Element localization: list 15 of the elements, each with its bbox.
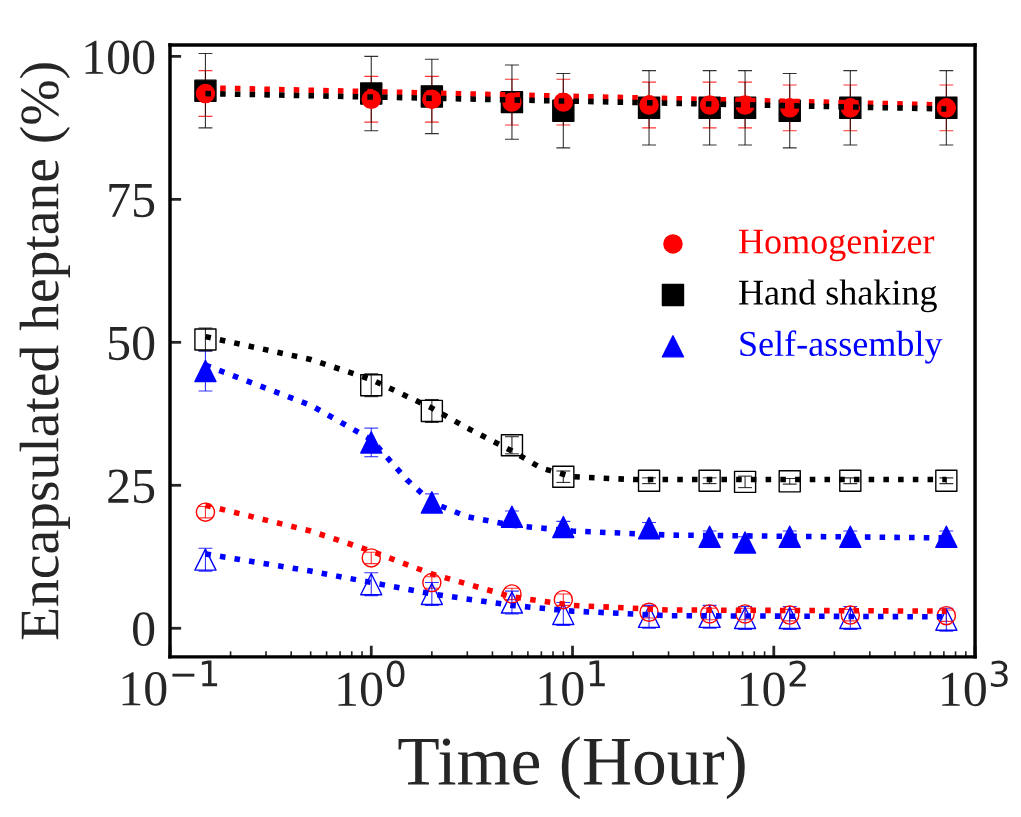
- y-tick-label: 75: [109, 183, 155, 218]
- x-tick-label: 10$^{3}$: [942, 660, 1008, 707]
- y-tick-label: 50: [109, 326, 155, 361]
- y-axis-title: Encapsulated heptane (%): [19, 63, 70, 640]
- x-tick-label: 10$^{−1}$: [122, 660, 218, 706]
- x-axis-title: Time (Hour): [398, 736, 745, 800]
- x-tick-label: 10$^{0}$: [338, 660, 405, 707]
- x-tick-label: 10$^{2}$: [740, 660, 806, 707]
- legend-label: Self-assembly: [740, 330, 943, 364]
- y-tick-label: 25: [108, 469, 155, 504]
- y-tick-label: 100: [85, 40, 155, 75]
- legend-label: Homogenizer: [739, 229, 935, 262]
- legend-label: Hand shaking: [739, 279, 937, 313]
- x-tick-label: 10$^{1}$: [539, 660, 605, 706]
- y-tick-label: 0: [133, 612, 155, 647]
